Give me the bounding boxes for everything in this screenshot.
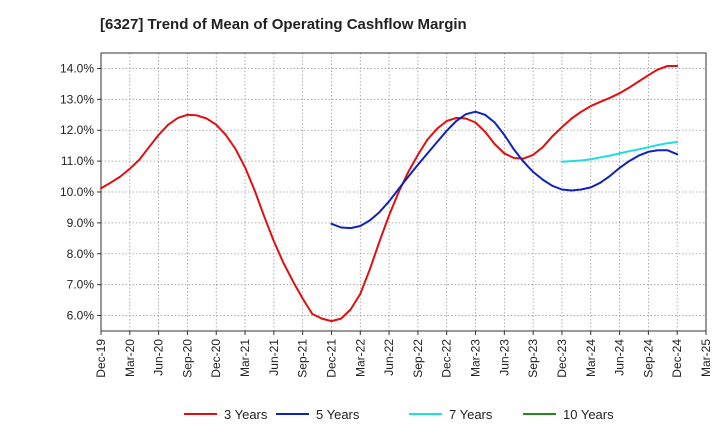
x-tick-label: Jun-21 <box>267 339 281 376</box>
x-tick-label: Jun-24 <box>613 339 627 376</box>
x-tick-label: Mar-23 <box>469 339 483 377</box>
x-tick-label: Jun-20 <box>152 339 166 376</box>
x-tick-label: Dec-23 <box>555 339 569 378</box>
x-tick-label: Mar-22 <box>353 339 367 377</box>
legend-label: 7 Years <box>449 407 493 422</box>
x-tick-label: Dec-20 <box>209 339 223 378</box>
x-tick-label: Dec-21 <box>324 339 338 378</box>
x-tick-label: Sep-24 <box>641 339 655 378</box>
y-tick-label: 12.0% <box>60 123 94 137</box>
legend-item: 3 Years <box>184 407 268 422</box>
x-tick-label: Sep-22 <box>411 339 425 378</box>
y-tick-label: 8.0% <box>67 247 95 261</box>
x-tick-label: Sep-21 <box>296 339 310 378</box>
y-tick-label: 7.0% <box>67 278 95 292</box>
y-axis-ticks: 6.0% 7.0% 8.0% 9.0% 10.0% 11.0% 12.0% 13.0% 14.0… <box>60 61 101 323</box>
x-tick-label: Mar-21 <box>238 339 252 377</box>
y-tick-label: 11.0% <box>61 154 94 168</box>
series-line-3-years <box>100 65 679 323</box>
x-tick-label: Mar-20 <box>123 339 137 377</box>
x-tick-label: Jun-23 <box>497 339 511 376</box>
legend-item: 5 Years <box>276 407 360 422</box>
x-tick-label: Mar-24 <box>584 339 598 377</box>
x-tick-label: Mar-25 <box>699 339 713 377</box>
x-tick-label: Dec-22 <box>440 339 454 378</box>
x-tick-label: Dec-19 <box>94 339 108 378</box>
x-tick-label: Dec-24 <box>670 339 684 378</box>
y-tick-label: 13.0% <box>60 92 94 106</box>
legend-label: 3 Years <box>224 407 268 422</box>
legend-label: 10 Years <box>563 407 614 422</box>
legend-item: 10 Years <box>523 407 614 422</box>
x-tick-label: Sep-23 <box>526 339 540 378</box>
series-line-7-years <box>561 141 679 163</box>
legend-item: 7 Years <box>409 407 493 422</box>
x-tick-label: Sep-20 <box>180 339 194 378</box>
legend: 3 Years 5 Years 7 Years 10 Years <box>184 407 614 422</box>
series-line-5-years <box>330 110 679 230</box>
y-tick-label: 10.0% <box>60 185 94 199</box>
legend-label: 5 Years <box>316 407 360 422</box>
chart-title: [6327] Trend of Mean of Operating Cashfl… <box>100 16 467 33</box>
series-layer <box>100 65 679 323</box>
y-tick-label: 14.0% <box>60 61 94 75</box>
y-tick-label: 9.0% <box>67 216 95 230</box>
x-axis-ticks: Dec-19 Mar-20 Jun-20 Sep-20 Dec-20 Mar-21 Jun-… <box>94 331 713 378</box>
y-tick-label: 6.0% <box>67 309 95 323</box>
grid-layer <box>100 53 707 331</box>
x-tick-label: Jun-22 <box>382 339 396 376</box>
